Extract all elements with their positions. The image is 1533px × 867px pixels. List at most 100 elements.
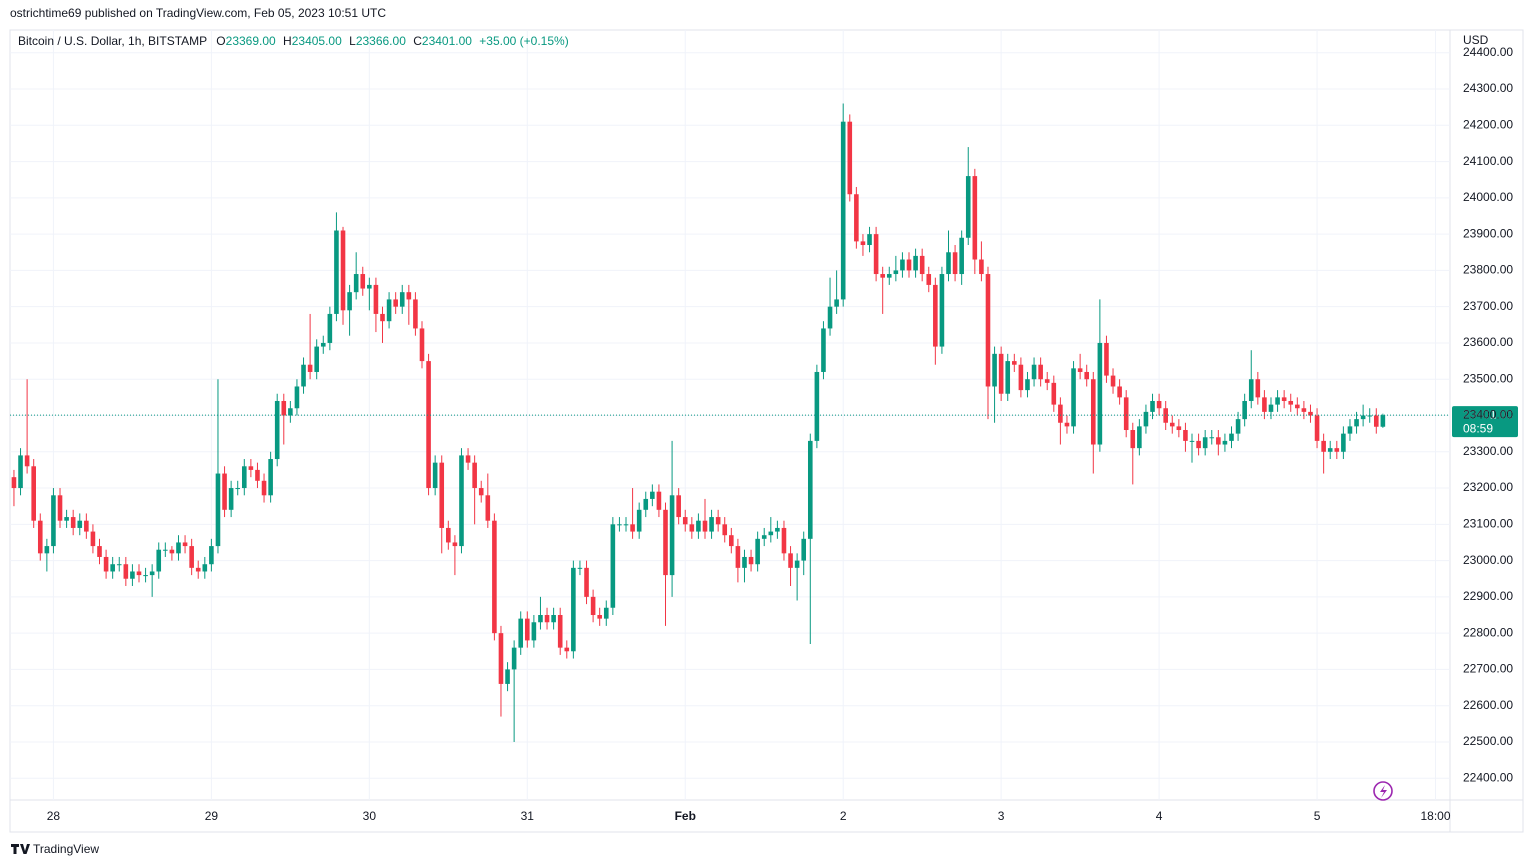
- candle-body: [353, 274, 359, 293]
- candle-body: [248, 466, 254, 470]
- candle-body: [452, 542, 458, 547]
- last-price-box: [1452, 406, 1518, 438]
- candle-body: [1143, 411, 1149, 427]
- candle-body: [906, 259, 912, 271]
- candle-body: [268, 459, 273, 496]
- y-tick-label: 24100.00: [1463, 154, 1513, 168]
- candle-body: [209, 546, 214, 565]
- y-tick-label: 22700.00: [1463, 662, 1513, 676]
- candle-body: [1354, 419, 1359, 427]
- candle-body: [735, 546, 741, 568]
- candle-body: [860, 241, 866, 246]
- candle-body: [946, 252, 951, 275]
- y-tick-label: 24300.00: [1463, 81, 1513, 95]
- candle-body: [123, 564, 129, 579]
- candle-body: [1090, 379, 1096, 445]
- candle-body: [505, 669, 510, 684]
- candle-body: [1130, 430, 1136, 449]
- candle-body: [682, 517, 688, 525]
- icon-bolt[interactable]: [1380, 785, 1387, 798]
- candle-body: [288, 408, 293, 416]
- candle-body: [274, 400, 280, 460]
- candle-body: [603, 607, 609, 619]
- candle-body: [1156, 400, 1162, 409]
- candle-body: [551, 615, 556, 623]
- candle-body: [163, 549, 168, 551]
- candle-body: [1051, 382, 1057, 405]
- candle-body: [748, 556, 754, 565]
- candle-body: [143, 575, 148, 577]
- lightning-icon[interactable]: [1373, 781, 1393, 801]
- candle-body: [1176, 426, 1182, 431]
- candle-body: [880, 274, 885, 278]
- candle-body: [709, 517, 714, 532]
- candle-body: [465, 455, 471, 463]
- candle-body: [1084, 371, 1090, 380]
- candle-body: [965, 176, 971, 238]
- candle-body: [663, 509, 668, 576]
- candle-body: [176, 542, 181, 554]
- candle-body: [840, 121, 846, 300]
- x-tick-label: 5: [1314, 809, 1321, 823]
- candle-body: [1373, 415, 1379, 427]
- candle-body: [1242, 400, 1247, 420]
- candle-body: [761, 535, 767, 539]
- candle-body: [1044, 379, 1050, 383]
- candle-body: [189, 546, 194, 568]
- y-tick-label: 22600.00: [1463, 698, 1513, 712]
- candle-body: [781, 527, 787, 554]
- candle-body: [116, 564, 122, 566]
- candle-body: [301, 364, 306, 387]
- candle-body: [926, 274, 932, 285]
- candle-body: [1327, 448, 1333, 452]
- last-price-label: 23401.00: [1463, 407, 1513, 421]
- candle-body: [1308, 411, 1313, 416]
- icon-ring[interactable]: [1373, 781, 1393, 801]
- chart-frame: [9, 29, 1524, 833]
- candle-body: [281, 400, 287, 416]
- candle-body: [413, 299, 418, 329]
- candle-body: [814, 371, 820, 441]
- x-tick-label: 4: [1156, 809, 1163, 823]
- candle-body: [1288, 400, 1294, 405]
- candle-body: [327, 313, 333, 343]
- candle-body: [90, 531, 96, 547]
- candle-body: [1367, 415, 1373, 417]
- candle-body: [255, 469, 260, 481]
- candle-body: [1268, 404, 1274, 412]
- y-tick-label: 23100.00: [1463, 516, 1513, 530]
- candle-body: [1117, 386, 1122, 398]
- published-note: ostrichtime69 published on TradingView.c…: [10, 6, 386, 20]
- y-tick-label: 22500.00: [1463, 734, 1513, 748]
- candle-body: [854, 194, 859, 242]
- candle-body: [834, 299, 839, 307]
- candle-body: [18, 455, 23, 489]
- candle-body: [31, 466, 36, 521]
- candle-body: [952, 252, 958, 275]
- symbol: Bitcoin / U.S. Dollar, 1h, BITSTAMP: [18, 34, 207, 48]
- candle-body: [1334, 448, 1340, 452]
- candle-body: [939, 274, 945, 347]
- candle-body: [498, 633, 504, 684]
- candle-body: [70, 517, 76, 528]
- candle-body: [821, 328, 826, 372]
- candle-body: [360, 274, 366, 289]
- candle-body: [446, 527, 451, 543]
- candle-body: [307, 364, 313, 372]
- candle-body: [544, 615, 550, 623]
- candle-body: [64, 517, 69, 521]
- candle-body: [156, 549, 162, 572]
- candle-body: [1248, 379, 1254, 401]
- candle-body: [51, 495, 56, 547]
- candle-body: [597, 615, 602, 619]
- candle-body: [656, 491, 662, 510]
- candle-body: [873, 234, 879, 275]
- candle-body: [228, 488, 234, 510]
- candle-body: [235, 488, 241, 490]
- candle-body: [399, 292, 405, 307]
- candle-body: [406, 292, 412, 300]
- y-tick-label: 24200.00: [1463, 117, 1513, 131]
- brand-logo: [11, 844, 30, 854]
- candle-body: [807, 440, 813, 539]
